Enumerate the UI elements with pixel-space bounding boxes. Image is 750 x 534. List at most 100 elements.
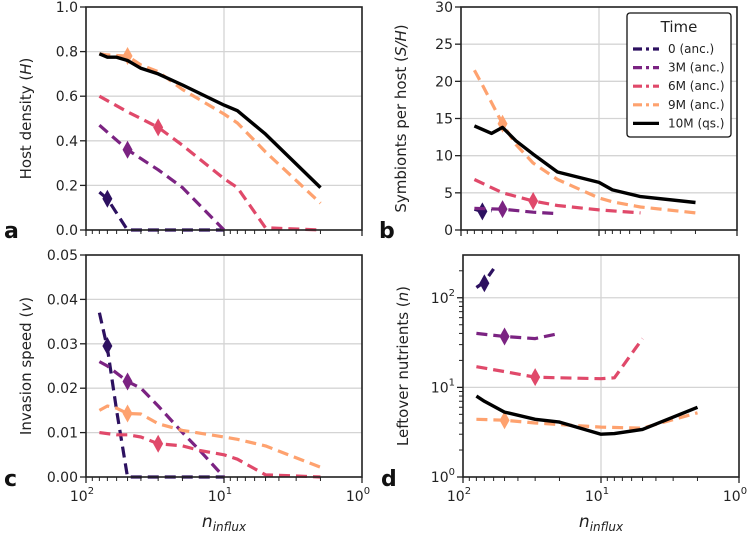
diamond-marker-0-anc: [479, 274, 490, 293]
y-tick-label: 30: [435, 0, 453, 16]
y-tick-label: 25: [435, 37, 453, 53]
panel-label: d: [381, 467, 397, 492]
legend-title: Time: [660, 18, 698, 36]
series-line-3m-anc: [474, 206, 558, 216]
legend-entry: 6M (anc.): [668, 79, 725, 93]
y-tick-label: 0.04: [47, 292, 78, 308]
x-tick-label: 102: [70, 486, 94, 505]
y-axis-label: Invasion speed (v): [17, 297, 35, 435]
series-line-9m-anc: [472, 69, 696, 215]
diamond-marker-9m-anc: [122, 404, 133, 423]
legend-entry: 10M (qs.): [668, 116, 724, 130]
tick-base: 10: [70, 489, 88, 505]
diamond-marker-6m-anc: [153, 434, 164, 453]
tick-exponent: 0: [364, 486, 370, 497]
panel-label: a: [4, 219, 19, 244]
series-group: [475, 267, 699, 436]
tick-base: 10: [431, 380, 449, 396]
legend: Time 0 (anc.) 3M (anc.) 6M (anc.) 9M (anc.) 1…: [626, 12, 732, 138]
series-line-6m-anc: [476, 337, 644, 381]
y-tick-label: 0.03: [47, 337, 78, 353]
diamond-marker-6m-anc: [528, 192, 539, 211]
y-tick-label: 15: [435, 112, 453, 128]
diamond-marker-9m-anc: [497, 114, 508, 133]
tick-exponent: 2: [465, 486, 471, 497]
y-tick-label: 0.4: [56, 134, 78, 150]
y-tick-label: 101: [431, 377, 455, 396]
x-axis-label: ninflux: [202, 512, 247, 534]
y-tick-label: 0.8: [56, 45, 78, 61]
diamond-marker-3m-anc: [122, 140, 133, 159]
tick-exponent: 1: [603, 486, 609, 497]
diamond-marker-9m-anc: [499, 411, 510, 430]
tick-exponent: 1: [226, 486, 232, 497]
series-line-6m-anc: [99, 431, 321, 479]
series-line-9m-anc: [98, 404, 322, 469]
diamond-marker-3m-anc: [499, 327, 510, 346]
y-tick-label: 0.2: [56, 178, 78, 194]
panel-label: c: [4, 467, 17, 492]
diamond-marker-6m-anc: [530, 368, 541, 387]
tick-base: 10: [723, 489, 741, 505]
diamond-marker-3m-anc: [122, 372, 133, 391]
tick-exponent: 0: [449, 467, 455, 478]
tick-exponent: 2: [449, 288, 455, 299]
series-line-6m-anc: [98, 94, 321, 232]
y-tick-label: 0.0: [56, 223, 78, 239]
tick-base: 10: [208, 489, 226, 505]
tick-exponent: 0: [741, 486, 747, 497]
y-tick-label: 0: [444, 223, 453, 239]
series-line-10m-qs: [98, 52, 322, 189]
series-group: [98, 47, 322, 232]
y-tick-label: 1.0: [56, 0, 78, 16]
tick-exponent: 2: [88, 486, 94, 497]
series-line-9m-anc: [99, 52, 322, 205]
diamond-marker-6m-anc: [153, 118, 164, 137]
diamond-marker-0-anc: [477, 202, 488, 221]
tick-base: 10: [431, 470, 449, 486]
tick-base: 10: [431, 291, 449, 307]
x-tick-label: 101: [208, 486, 232, 505]
tick-base: 10: [346, 489, 364, 505]
y-tick-label: 0.01: [47, 426, 78, 442]
series-line-6m-anc: [473, 178, 641, 215]
legend-entry: 3M (anc.): [668, 61, 725, 75]
y-tick-label: 0.02: [47, 381, 78, 397]
x-tick-label: 100: [723, 486, 747, 505]
series-line-3m-anc: [476, 331, 560, 341]
series-group: [97, 312, 322, 479]
y-tick-label: 5: [444, 186, 453, 202]
y-tick-label: 0.00: [47, 470, 78, 486]
panel-a: 0.0 0.2 0.4 0.6 0.8 1.0 Host density (H) a: [4, 0, 363, 244]
y-tick-label: 100: [431, 467, 455, 486]
y-tick-label: 102: [431, 288, 455, 307]
y-axis-label: Host density (H): [17, 58, 35, 180]
diamond-marker-0-anc: [102, 189, 113, 208]
series-line-10m-qs: [475, 394, 699, 436]
tick-base: 10: [447, 489, 465, 505]
x-tick-label: 101: [585, 486, 609, 505]
diamond-marker-0-anc: [102, 337, 113, 356]
tick-base: 10: [585, 489, 603, 505]
x-axis-label: ninflux: [579, 512, 624, 534]
series-line-3m-anc: [98, 360, 226, 479]
x-tick-label: 100: [346, 486, 370, 505]
panel-b: 0 5 10 15 20 25 30 Symbionts per host (S/H) b: [379, 0, 738, 244]
series-line-10m-qs: [473, 124, 696, 205]
y-tick-label: 10: [435, 149, 453, 165]
diamond-marker-3m-anc: [497, 200, 508, 219]
legend-entry: 9M (anc.): [668, 98, 725, 112]
tick-exponent: 1: [449, 377, 455, 388]
series-group: [472, 69, 696, 221]
y-axis-label: Leftover nutrients (n): [394, 286, 412, 446]
y-tick-label: 20: [435, 74, 453, 90]
panel-label: b: [379, 219, 395, 244]
legend-entry: 0 (anc.): [668, 42, 714, 56]
y-axis-label: Symbionts per host (S/H): [392, 24, 410, 212]
y-tick-label: 0.05: [47, 248, 78, 264]
y-tick-label: 0.6: [56, 89, 78, 105]
x-tick-label: 102: [447, 486, 471, 505]
